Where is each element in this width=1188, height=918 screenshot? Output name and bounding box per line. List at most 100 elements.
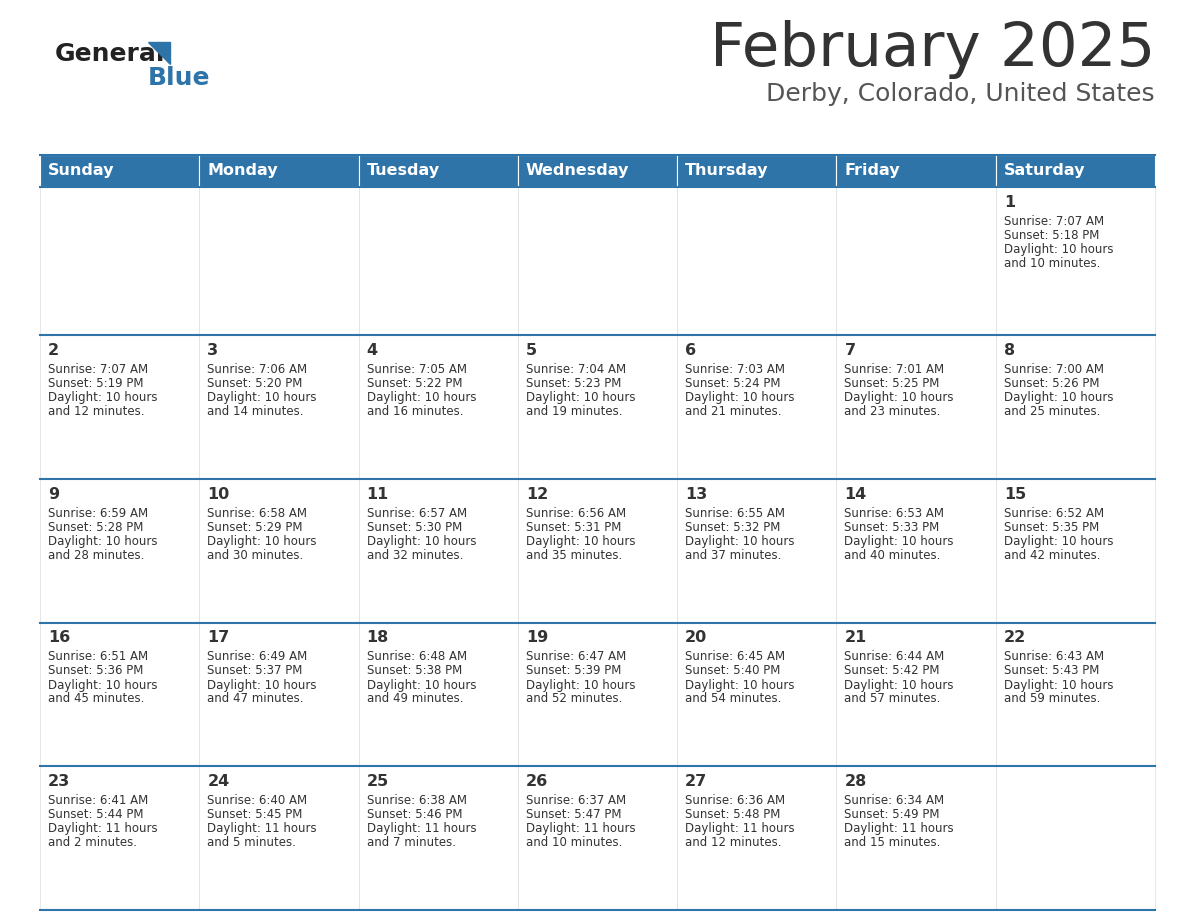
FancyBboxPatch shape bbox=[359, 622, 518, 767]
Text: Sunrise: 6:53 AM: Sunrise: 6:53 AM bbox=[845, 507, 944, 520]
Text: Sunset: 5:42 PM: Sunset: 5:42 PM bbox=[845, 665, 940, 677]
Text: Sunrise: 6:41 AM: Sunrise: 6:41 AM bbox=[48, 794, 148, 807]
Text: Daylight: 10 hours: Daylight: 10 hours bbox=[845, 535, 954, 548]
FancyBboxPatch shape bbox=[518, 187, 677, 335]
Text: and 30 minutes.: and 30 minutes. bbox=[207, 549, 304, 562]
Text: 11: 11 bbox=[367, 487, 388, 502]
FancyBboxPatch shape bbox=[359, 335, 518, 479]
Text: 2: 2 bbox=[48, 343, 59, 358]
FancyBboxPatch shape bbox=[518, 155, 677, 187]
Text: Daylight: 10 hours: Daylight: 10 hours bbox=[526, 678, 636, 691]
Text: 28: 28 bbox=[845, 774, 867, 789]
FancyBboxPatch shape bbox=[518, 622, 677, 767]
Text: 26: 26 bbox=[526, 774, 548, 789]
FancyBboxPatch shape bbox=[836, 187, 996, 335]
Text: Daylight: 10 hours: Daylight: 10 hours bbox=[207, 678, 317, 691]
Text: Daylight: 10 hours: Daylight: 10 hours bbox=[1004, 678, 1113, 691]
Text: and 37 minutes.: and 37 minutes. bbox=[685, 549, 782, 562]
Text: and 19 minutes.: and 19 minutes. bbox=[526, 405, 623, 418]
Text: Daylight: 11 hours: Daylight: 11 hours bbox=[685, 823, 795, 835]
Text: Daylight: 10 hours: Daylight: 10 hours bbox=[207, 535, 317, 548]
FancyBboxPatch shape bbox=[836, 155, 996, 187]
Text: Sunset: 5:35 PM: Sunset: 5:35 PM bbox=[1004, 521, 1099, 533]
FancyBboxPatch shape bbox=[996, 622, 1155, 767]
Text: and 10 minutes.: and 10 minutes. bbox=[526, 836, 623, 849]
FancyBboxPatch shape bbox=[677, 479, 836, 622]
Text: and 40 minutes.: and 40 minutes. bbox=[845, 549, 941, 562]
Text: Sunrise: 7:05 AM: Sunrise: 7:05 AM bbox=[367, 363, 467, 376]
Text: and 57 minutes.: and 57 minutes. bbox=[845, 692, 941, 706]
Text: Sunrise: 6:44 AM: Sunrise: 6:44 AM bbox=[845, 651, 944, 664]
Text: Sunrise: 6:38 AM: Sunrise: 6:38 AM bbox=[367, 794, 467, 807]
Text: and 25 minutes.: and 25 minutes. bbox=[1004, 405, 1100, 418]
Text: Sunset: 5:29 PM: Sunset: 5:29 PM bbox=[207, 521, 303, 533]
Text: 22: 22 bbox=[1004, 631, 1026, 645]
Text: Daylight: 10 hours: Daylight: 10 hours bbox=[207, 391, 317, 404]
Text: 15: 15 bbox=[1004, 487, 1026, 502]
Text: Sunset: 5:23 PM: Sunset: 5:23 PM bbox=[526, 377, 621, 390]
Text: Sunrise: 6:49 AM: Sunrise: 6:49 AM bbox=[207, 651, 308, 664]
Text: and 47 minutes.: and 47 minutes. bbox=[207, 692, 304, 706]
FancyBboxPatch shape bbox=[359, 187, 518, 335]
Text: Sunset: 5:28 PM: Sunset: 5:28 PM bbox=[48, 521, 144, 533]
Text: 10: 10 bbox=[207, 487, 229, 502]
Text: Sunrise: 6:45 AM: Sunrise: 6:45 AM bbox=[685, 651, 785, 664]
Text: and 28 minutes.: and 28 minutes. bbox=[48, 549, 145, 562]
Text: Sunrise: 6:37 AM: Sunrise: 6:37 AM bbox=[526, 794, 626, 807]
Text: Sunset: 5:37 PM: Sunset: 5:37 PM bbox=[207, 665, 303, 677]
Text: 18: 18 bbox=[367, 631, 388, 645]
FancyBboxPatch shape bbox=[518, 767, 677, 910]
Text: Derby, Colorado, United States: Derby, Colorado, United States bbox=[766, 82, 1155, 106]
Text: and 21 minutes.: and 21 minutes. bbox=[685, 405, 782, 418]
Text: 14: 14 bbox=[845, 487, 867, 502]
FancyBboxPatch shape bbox=[996, 335, 1155, 479]
Text: and 32 minutes.: and 32 minutes. bbox=[367, 549, 463, 562]
FancyBboxPatch shape bbox=[836, 335, 996, 479]
Text: Sunrise: 6:55 AM: Sunrise: 6:55 AM bbox=[685, 507, 785, 520]
Text: Sunset: 5:45 PM: Sunset: 5:45 PM bbox=[207, 808, 303, 822]
Text: Sunrise: 7:07 AM: Sunrise: 7:07 AM bbox=[48, 363, 148, 376]
Text: Sunrise: 7:03 AM: Sunrise: 7:03 AM bbox=[685, 363, 785, 376]
FancyBboxPatch shape bbox=[200, 622, 359, 767]
Text: Sunset: 5:25 PM: Sunset: 5:25 PM bbox=[845, 377, 940, 390]
Text: and 14 minutes.: and 14 minutes. bbox=[207, 405, 304, 418]
Text: Sunrise: 6:59 AM: Sunrise: 6:59 AM bbox=[48, 507, 148, 520]
Text: 27: 27 bbox=[685, 774, 707, 789]
FancyBboxPatch shape bbox=[677, 187, 836, 335]
Text: and 12 minutes.: and 12 minutes. bbox=[685, 836, 782, 849]
Text: Sunset: 5:30 PM: Sunset: 5:30 PM bbox=[367, 521, 462, 533]
Text: 21: 21 bbox=[845, 631, 867, 645]
Text: Daylight: 10 hours: Daylight: 10 hours bbox=[48, 535, 158, 548]
Text: and 2 minutes.: and 2 minutes. bbox=[48, 836, 137, 849]
Text: Sunset: 5:38 PM: Sunset: 5:38 PM bbox=[367, 665, 462, 677]
FancyBboxPatch shape bbox=[359, 155, 518, 187]
FancyBboxPatch shape bbox=[677, 155, 836, 187]
Text: and 15 minutes.: and 15 minutes. bbox=[845, 836, 941, 849]
Text: Daylight: 10 hours: Daylight: 10 hours bbox=[1004, 391, 1113, 404]
Text: Thursday: Thursday bbox=[685, 163, 769, 178]
Text: Sunset: 5:20 PM: Sunset: 5:20 PM bbox=[207, 377, 303, 390]
FancyBboxPatch shape bbox=[518, 479, 677, 622]
Text: Wednesday: Wednesday bbox=[526, 163, 630, 178]
Text: 24: 24 bbox=[207, 774, 229, 789]
Text: and 45 minutes.: and 45 minutes. bbox=[48, 692, 145, 706]
Text: and 23 minutes.: and 23 minutes. bbox=[845, 405, 941, 418]
Text: 5: 5 bbox=[526, 343, 537, 358]
Text: Blue: Blue bbox=[148, 66, 210, 90]
Text: and 52 minutes.: and 52 minutes. bbox=[526, 692, 623, 706]
FancyBboxPatch shape bbox=[200, 767, 359, 910]
Text: 12: 12 bbox=[526, 487, 548, 502]
Text: and 54 minutes.: and 54 minutes. bbox=[685, 692, 782, 706]
FancyBboxPatch shape bbox=[359, 479, 518, 622]
FancyBboxPatch shape bbox=[200, 155, 359, 187]
FancyBboxPatch shape bbox=[518, 335, 677, 479]
FancyBboxPatch shape bbox=[40, 622, 200, 767]
FancyBboxPatch shape bbox=[40, 155, 200, 187]
Text: 1: 1 bbox=[1004, 195, 1015, 210]
Text: Sunrise: 6:36 AM: Sunrise: 6:36 AM bbox=[685, 794, 785, 807]
Text: General: General bbox=[55, 42, 165, 66]
Text: Daylight: 11 hours: Daylight: 11 hours bbox=[207, 823, 317, 835]
Text: Sunset: 5:24 PM: Sunset: 5:24 PM bbox=[685, 377, 781, 390]
Text: Sunset: 5:43 PM: Sunset: 5:43 PM bbox=[1004, 665, 1099, 677]
Text: 9: 9 bbox=[48, 487, 59, 502]
